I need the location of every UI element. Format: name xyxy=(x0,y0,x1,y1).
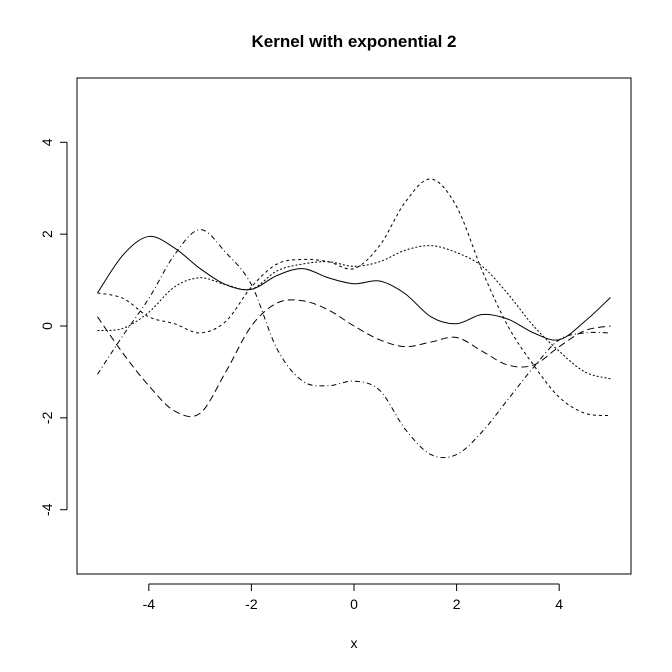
x-tick-label: 4 xyxy=(555,596,563,612)
y-tick-label: 2 xyxy=(39,230,55,238)
x-tick-label: 2 xyxy=(453,596,461,612)
series-line-4 xyxy=(97,299,611,418)
series-layer xyxy=(97,178,611,459)
plot-area-border xyxy=(76,77,632,575)
series-line-5 xyxy=(97,229,611,459)
series-line-2 xyxy=(97,245,611,380)
x-tick-label: -4 xyxy=(143,596,156,612)
series-line-1 xyxy=(97,235,611,341)
x-tick-label: 0 xyxy=(350,596,358,612)
y-tick-label: 0 xyxy=(39,322,55,330)
series-line-3 xyxy=(97,178,611,417)
x-tick-label: -2 xyxy=(245,596,258,612)
y-tick-label: -2 xyxy=(39,411,55,424)
x-axis: -4 -2 0 2 4 xyxy=(143,583,563,612)
y-axis: -4 -2 0 2 4 xyxy=(39,138,68,516)
y-tick-label: -4 xyxy=(39,503,55,516)
y-tick-label: 4 xyxy=(39,138,55,146)
x-axis-label: x xyxy=(351,635,358,651)
chart-title: Kernel with exponential 2 xyxy=(252,32,457,51)
